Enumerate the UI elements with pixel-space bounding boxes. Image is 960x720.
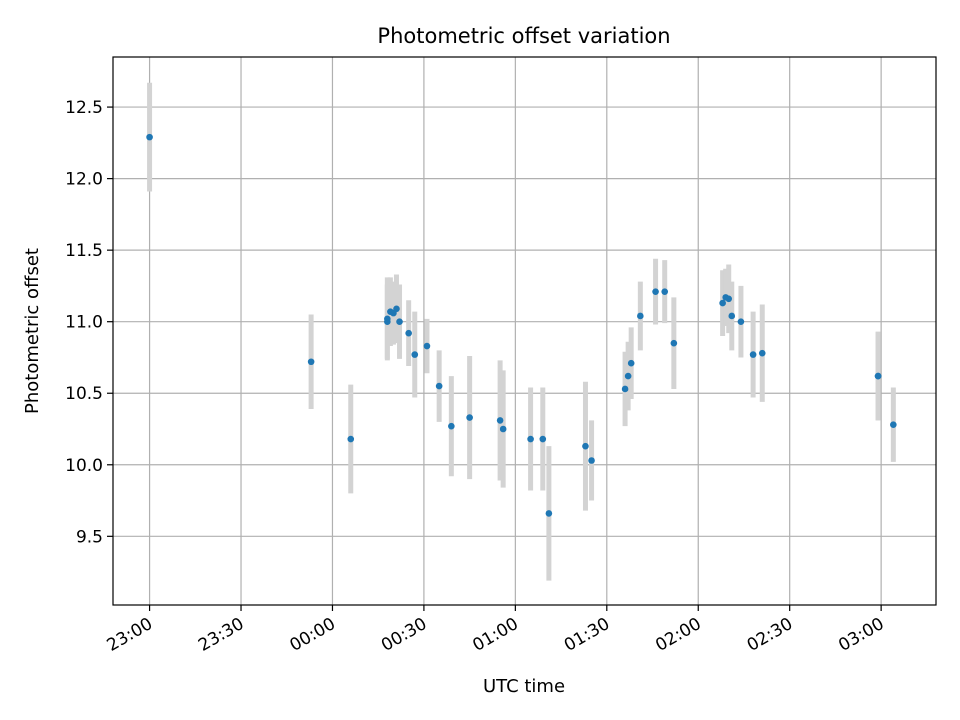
x-tick-label: 01:00 — [469, 614, 521, 656]
x-tick-label: 00:30 — [378, 614, 430, 656]
x-tick-label: 03:00 — [835, 614, 887, 656]
x-tick-label: 02:30 — [744, 614, 796, 656]
data-point — [411, 351, 419, 358]
y-axis-title: Photometric offset — [22, 248, 43, 414]
data-point — [874, 372, 882, 380]
data-point — [384, 318, 391, 325]
chart-title: Photometric offset variation — [377, 24, 670, 48]
data-point — [307, 358, 315, 366]
x-tick-label: 00:00 — [287, 614, 339, 656]
data-point — [423, 342, 431, 350]
data-point — [393, 305, 400, 313]
data-point — [719, 299, 726, 307]
data-point — [637, 312, 644, 320]
data-point — [621, 385, 629, 393]
y-tick-label: 9.5 — [76, 527, 103, 547]
data-point — [146, 133, 153, 141]
x-tick-label: 23:00 — [104, 614, 156, 656]
x-axis-title: UTC time — [483, 676, 565, 697]
y-tick-label: 11.5 — [65, 241, 103, 261]
x-tick-label: 02:00 — [652, 614, 704, 656]
data-point — [347, 435, 355, 443]
x-axis: 23:00 23:30 00:00 00:30 01:00 01:30 02:00 02:30… — [104, 605, 888, 656]
data-point — [582, 442, 589, 450]
plot-frame — [112, 56, 937, 606]
data-point — [749, 351, 757, 358]
x-tick-label: 23:30 — [195, 614, 247, 656]
data-point — [588, 457, 595, 464]
y-tick-label: 11.0 — [65, 313, 103, 333]
data-point — [499, 425, 507, 433]
y-axis: 9.5 10.0 10.5 11.0 11.5 12.0 12.5 — [65, 98, 113, 547]
data-point — [890, 421, 897, 429]
data-point — [466, 414, 473, 421]
data-point — [661, 288, 669, 295]
data-point — [539, 435, 547, 443]
data-point — [670, 339, 678, 347]
data-point — [435, 382, 443, 390]
data-point — [396, 318, 403, 325]
data-point — [448, 422, 455, 430]
y-tick-label: 12.0 — [65, 170, 103, 190]
data-point — [758, 349, 766, 357]
data-point — [728, 312, 736, 320]
error-bars — [147, 82, 896, 581]
data-point — [624, 372, 632, 380]
data-point — [652, 288, 659, 295]
data-point — [405, 329, 412, 337]
y-tick-label: 10.0 — [65, 456, 103, 476]
y-tick-label: 12.5 — [65, 98, 103, 118]
data-point — [496, 417, 504, 424]
data-point — [527, 435, 534, 443]
grid — [113, 57, 936, 605]
data-point — [737, 318, 745, 325]
data-point — [545, 510, 553, 517]
data-points — [146, 133, 897, 517]
x-tick-label: 01:30 — [561, 614, 613, 656]
data-point — [627, 359, 635, 367]
data-point — [725, 295, 733, 303]
y-tick-label: 10.5 — [65, 384, 103, 404]
